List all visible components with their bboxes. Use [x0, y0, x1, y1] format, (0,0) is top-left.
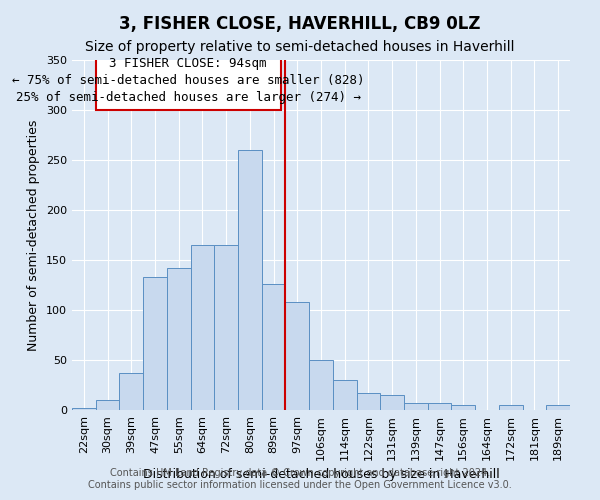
Bar: [333, 380, 356, 410]
Text: 25% of semi-detached houses are larger (274) →: 25% of semi-detached houses are larger (…: [16, 91, 361, 104]
Text: ← 75% of semi-detached houses are smaller (828): ← 75% of semi-detached houses are smalle…: [12, 74, 364, 87]
Bar: [428, 403, 451, 410]
Bar: [119, 373, 143, 410]
Bar: [404, 403, 428, 410]
Bar: [238, 150, 262, 410]
Y-axis label: Number of semi-detached properties: Number of semi-detached properties: [28, 120, 40, 350]
Bar: [167, 268, 191, 410]
Text: 3 FISHER CLOSE: 94sqm: 3 FISHER CLOSE: 94sqm: [109, 57, 267, 70]
Bar: [356, 393, 380, 410]
Text: 3, FISHER CLOSE, HAVERHILL, CB9 0LZ: 3, FISHER CLOSE, HAVERHILL, CB9 0LZ: [119, 15, 481, 33]
Text: Contains HM Land Registry data © Crown copyright and database right 2024.
Contai: Contains HM Land Registry data © Crown c…: [88, 468, 512, 490]
FancyBboxPatch shape: [96, 52, 281, 110]
Bar: [546, 405, 570, 410]
Bar: [451, 405, 475, 410]
Bar: [96, 400, 119, 410]
Bar: [262, 284, 286, 410]
Bar: [286, 302, 309, 410]
Bar: [380, 395, 404, 410]
Bar: [499, 405, 523, 410]
Text: Size of property relative to semi-detached houses in Haverhill: Size of property relative to semi-detach…: [85, 40, 515, 54]
Bar: [143, 277, 167, 410]
Bar: [214, 245, 238, 410]
Bar: [309, 360, 333, 410]
Bar: [191, 245, 214, 410]
X-axis label: Distribution of semi-detached houses by size in Haverhill: Distribution of semi-detached houses by …: [143, 468, 499, 481]
Bar: [72, 408, 96, 410]
